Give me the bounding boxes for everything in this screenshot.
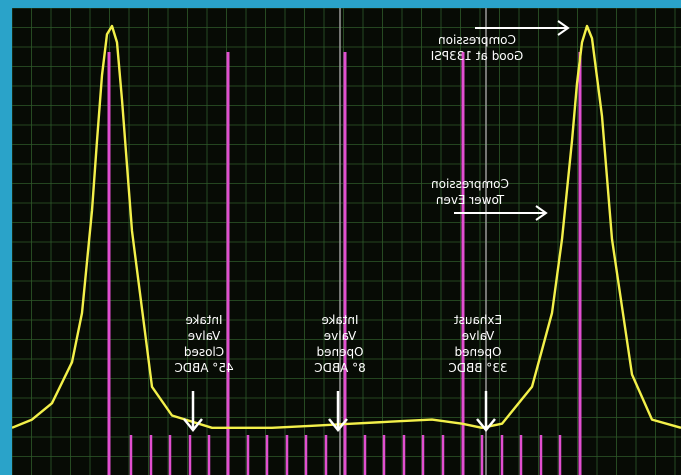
oscilloscope-display: Compression Good at 133PSI Compression T…	[12, 8, 681, 475]
annotation-intake-opened: Intake Valve Opened 8° ABDC	[314, 313, 366, 375]
annotation-arrows	[183, 20, 570, 432]
annotation-line: 8° ABDC	[314, 361, 366, 375]
compression-good-arrow-head	[557, 20, 570, 36]
annotation-line: Valve	[324, 329, 356, 343]
annotation-line: Tower Even	[436, 193, 505, 207]
pressure-trace-line	[12, 24, 681, 429]
annotation-compression-tower: Compression Tower Even	[431, 177, 509, 207]
exhaust-opened-arrow-head	[476, 418, 496, 432]
annotation-compression-good: Compression Good at 133PSI	[431, 33, 524, 63]
annotation-line: Compression	[431, 177, 509, 191]
intake-closed-arrow-head	[183, 418, 203, 432]
annotation-line: Compression	[438, 33, 516, 47]
annotation-line: Valve	[188, 329, 220, 343]
annotation-line: Intake	[185, 313, 222, 327]
annotation-line: Opened	[316, 345, 363, 359]
annotation-line: Intake	[321, 313, 358, 327]
annotation-line: Valve	[462, 329, 494, 343]
annotation-line: 45° ABDC	[174, 361, 233, 375]
compression-tower-arrow-head	[535, 205, 548, 221]
pressure-trace	[12, 24, 681, 429]
annotation-line: Opened	[454, 345, 501, 359]
annotation-line: Exhaust	[454, 313, 503, 327]
intake-opened-arrow-head	[328, 418, 348, 432]
annotation-line: 33° BBDC	[448, 361, 507, 375]
annotation-line: Closed	[184, 345, 224, 359]
crank-marker-lines	[107, 52, 582, 475]
annotation-line: Good at 133PSI	[431, 49, 524, 63]
compression-waveform-chart: Compression Good at 133PSI Compression T…	[12, 8, 681, 475]
annotation-exhaust-opened: Exhaust Valve Opened 33° BBDC	[448, 313, 507, 375]
annotation-intake-closed: Intake Valve Closed 45° ABDC	[174, 313, 233, 375]
